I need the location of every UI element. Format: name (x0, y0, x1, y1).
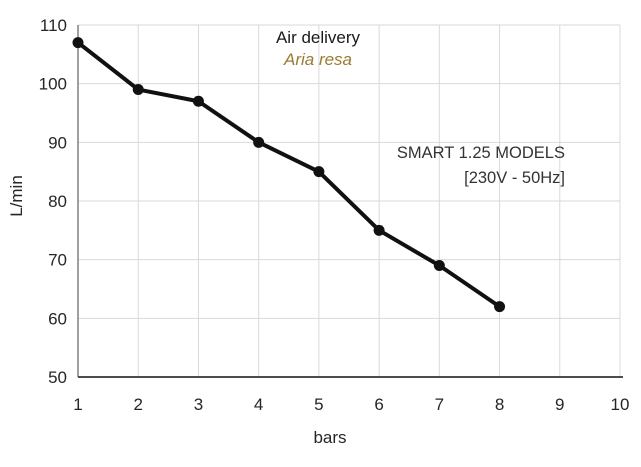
x-tick-label: 7 (435, 395, 444, 414)
x-tick-label: 2 (133, 395, 142, 414)
y-tick-label: 90 (48, 133, 67, 152)
x-tick-label: 4 (254, 395, 263, 414)
data-point (433, 260, 445, 272)
y-tick-label: 60 (48, 309, 67, 328)
x-tick-label: 3 (194, 395, 203, 414)
x-tick-label: 10 (611, 395, 630, 414)
y-tick-label: 100 (39, 75, 67, 94)
data-point (192, 95, 204, 107)
data-point (72, 37, 84, 49)
y-tick-label: 110 (40, 16, 67, 35)
data-point (132, 84, 144, 96)
x-tick-label: 5 (314, 395, 323, 414)
data-line (76, 40, 502, 309)
x-tick-label: 8 (495, 395, 504, 414)
y-tick-label: 80 (48, 192, 67, 211)
data-point (313, 166, 325, 178)
data-point (253, 136, 265, 148)
x-tick-label: 6 (374, 395, 383, 414)
data-point (494, 301, 506, 313)
x-tick-label: 1 (73, 395, 82, 414)
y-tick-label: 50 (48, 368, 67, 387)
x-tick-label: 9 (555, 395, 564, 414)
data-point (373, 224, 385, 236)
y-tick-label: 70 (48, 251, 67, 270)
